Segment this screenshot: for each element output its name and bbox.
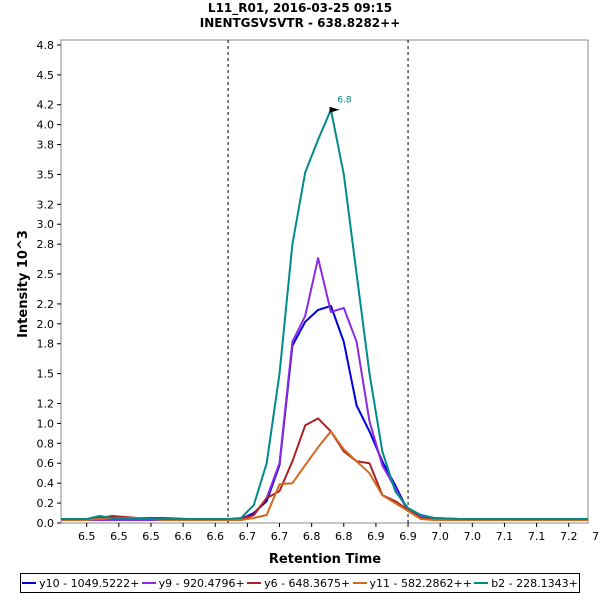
x-axis-label: Retention Time <box>269 552 381 567</box>
legend-item: b2 - 228.1343+ <box>474 577 578 590</box>
legend-label: y11 - 582.2862++ <box>369 576 472 590</box>
legend-item: y9 - 920.4796+ <box>141 576 245 590</box>
x-tick-label: 6.5 <box>110 530 128 543</box>
legend-swatch <box>474 582 489 584</box>
x-tick-label: 7.1 <box>528 530 546 543</box>
x-tick-label: 6.6 <box>206 530 224 543</box>
y-tick-label: 0.2 <box>37 497 55 510</box>
y-tick-label: 0.4 <box>37 477 55 490</box>
y-tick-label: 4.0 <box>37 119 55 132</box>
chart-title: L11_R01, 2016-03-25 09:15 <box>207 1 393 15</box>
peak-arrow-icon <box>329 106 340 113</box>
y-tick-label: 2.5 <box>37 268 55 281</box>
legend-label: y10 - 1049.5222+ <box>39 576 140 590</box>
x-tick-label: 7.2 <box>560 530 578 543</box>
y-tick-label: 3.8 <box>37 139 55 152</box>
x-tick-label: 6.7 <box>239 530 257 543</box>
y-tick-label: 1.0 <box>37 417 55 430</box>
y-tick-label: 1.2 <box>37 397 55 410</box>
chart-subtitle: INENTGSVSVTR - 638.8282++ <box>199 16 401 30</box>
y-tick-label: 2.2 <box>37 298 55 311</box>
y-tick-label: 0.8 <box>37 437 55 450</box>
x-tick-label: 6.5 <box>78 530 96 543</box>
y-tick-label: 3.2 <box>37 198 55 211</box>
x-tick-label: 6.8 <box>303 530 321 543</box>
legend-label: y9 - 920.4796+ <box>158 576 245 590</box>
legend-swatch <box>352 582 367 584</box>
x-tick-label: 6.9 <box>399 530 417 543</box>
legend-label: y6 - 648.3675+ <box>264 576 351 590</box>
y-tick-label: 0.6 <box>37 457 55 470</box>
legend-label: b2 - 228.1343+ <box>491 576 578 590</box>
x-tick-label: 7.0 <box>431 530 449 543</box>
legend-item: y11 - 582.2862++ <box>352 576 472 590</box>
x-tick-label: 6.5 <box>142 530 160 543</box>
y-tick-label: 1.5 <box>37 368 55 381</box>
x-tick-label: 6.6 <box>174 530 192 543</box>
legend-swatch <box>247 582 262 584</box>
y-tick-label: 0.0 <box>37 517 55 530</box>
legend-item: y10 - 1049.5222+ <box>22 577 139 590</box>
annotations: 6.8 <box>329 96 352 113</box>
x-tick-label: 7.0 <box>464 530 482 543</box>
x-tick-label: 7.2 <box>592 530 600 543</box>
y-tick-label: 3.0 <box>37 218 55 231</box>
x-tick-label: 6.9 <box>367 530 385 543</box>
y-axis-label: Intensity 10^3 <box>16 230 31 338</box>
y-tick-label: 4.2 <box>37 99 55 112</box>
legend: y10 - 1049.5222+ y9 - 920.4796+ y6 - 648.3… <box>20 573 580 593</box>
y-tick-label: 2.8 <box>37 238 55 251</box>
y-tick-label: 1.8 <box>37 338 55 351</box>
y-tick-label: 3.5 <box>37 168 55 181</box>
series-group <box>61 108 588 521</box>
peak-label: 6.8 <box>337 96 352 106</box>
x-tick-label: 7.1 <box>496 530 514 543</box>
y-tick-label: 4.5 <box>37 69 55 82</box>
series-line-b2 <box>61 108 588 520</box>
legend-swatch <box>22 582 37 584</box>
x-tick-label: 6.8 <box>335 530 353 543</box>
legend-item: y6 - 648.3675+ <box>247 577 350 590</box>
legend-swatch <box>141 582 156 584</box>
x-tick-label: 6.7 <box>271 530 289 543</box>
y-tick-label: 4.8 <box>37 39 55 52</box>
y-tick-label: 2.0 <box>37 318 55 331</box>
plot-area: 0.0 0.2 0.4 0.6 0.8 1.0 1.2 1.5 1.8 2.0 2.2 2.5 2.8 3… <box>37 39 600 543</box>
